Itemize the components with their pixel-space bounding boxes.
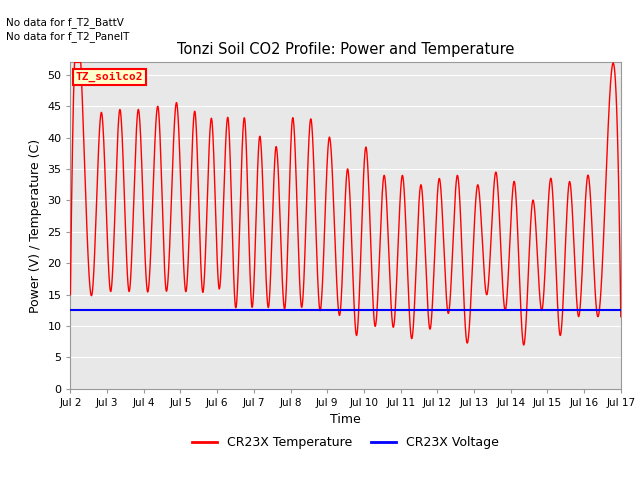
Legend: CR23X Temperature, CR23X Voltage: CR23X Temperature, CR23X Voltage (187, 432, 504, 455)
Y-axis label: Power (V) / Temperature (C): Power (V) / Temperature (C) (29, 139, 42, 312)
X-axis label: Time: Time (330, 413, 361, 426)
Text: No data for f_T2_PanelT: No data for f_T2_PanelT (6, 31, 130, 42)
Text: No data for f_T2_BattV: No data for f_T2_BattV (6, 17, 124, 28)
Title: Tonzi Soil CO2 Profile: Power and Temperature: Tonzi Soil CO2 Profile: Power and Temper… (177, 42, 515, 57)
Text: TZ_soilco2: TZ_soilco2 (76, 72, 143, 82)
